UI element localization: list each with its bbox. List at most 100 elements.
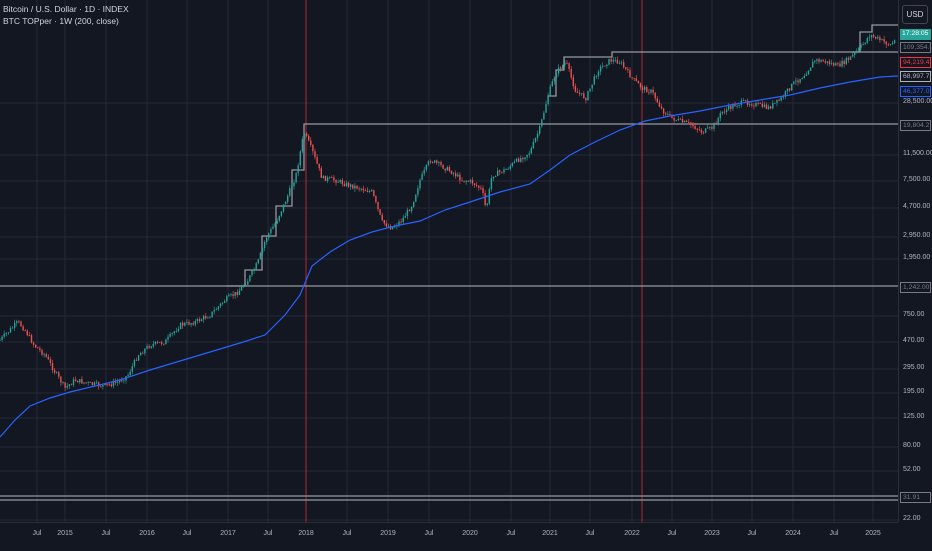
indicator-title[interactable]: BTC TOPper · 1W (200, close) — [3, 16, 119, 26]
candle-body — [509, 166, 511, 169]
candle-body — [513, 161, 516, 163]
candle-body — [713, 122, 715, 129]
price-tag: 109,354.00 — [900, 42, 931, 53]
candle-body — [620, 62, 623, 64]
candle-body — [585, 98, 587, 101]
candle-body — [93, 382, 96, 385]
candle-body — [499, 170, 501, 172]
candle-body — [83, 382, 85, 384]
candle-body — [667, 113, 669, 115]
candle-body — [805, 74, 808, 76]
candle-body — [574, 86, 577, 92]
candle-body — [824, 61, 826, 63]
candle-body — [841, 60, 843, 67]
candle-body — [854, 52, 856, 55]
candle-body — [68, 384, 70, 387]
candle-body — [425, 164, 427, 170]
candle-body — [515, 158, 518, 162]
candle-body — [690, 122, 692, 125]
candle-body — [410, 207, 413, 212]
candle-body — [431, 162, 434, 164]
candle-body — [72, 379, 75, 385]
candle-body — [639, 83, 642, 88]
candle-body — [215, 309, 217, 311]
candle-body — [387, 225, 390, 227]
candle-body — [459, 174, 461, 181]
candle-body — [606, 64, 608, 67]
candle-body — [247, 281, 249, 286]
price-tick-label: 4,700.00 — [903, 203, 931, 210]
candle-body — [694, 126, 696, 129]
candle-body — [759, 103, 761, 104]
candle-body — [182, 322, 184, 326]
time-tick-label: 2016 — [139, 530, 155, 537]
candle-body — [135, 359, 138, 361]
candle-body — [18, 321, 20, 323]
candle-body — [673, 117, 675, 121]
candle-body — [755, 102, 757, 107]
candle-body — [406, 209, 409, 217]
candle-body — [837, 63, 839, 65]
candle-body — [318, 163, 320, 169]
candle-body — [287, 195, 289, 203]
candle-body — [324, 175, 327, 182]
candle-body — [316, 157, 318, 164]
candle-body — [49, 359, 52, 364]
candle-body — [442, 164, 444, 169]
candle-body — [95, 382, 98, 384]
time-tick-label: 2021 — [542, 530, 558, 537]
candle-body — [429, 161, 432, 163]
candle-body — [744, 100, 747, 101]
candle-body — [77, 380, 79, 383]
candle-body — [761, 103, 763, 107]
candle-body — [102, 385, 104, 387]
candle-body — [224, 301, 226, 303]
candle-body — [140, 352, 142, 356]
candle-body — [331, 177, 333, 179]
candle-body — [709, 126, 711, 128]
candle-body — [528, 153, 530, 155]
candle-body — [742, 100, 745, 101]
candle-body — [362, 188, 364, 191]
candle-body — [461, 180, 463, 182]
price-chart[interactable] — [0, 0, 899, 522]
candle-body — [129, 371, 131, 376]
time-axis[interactable]: Jul 2015 Jul 2016 Jul 2017 Jul 2018 Jul 2019 Jul 20… — [0, 522, 898, 551]
time-tick-label: Jul — [32, 530, 42, 537]
candle-body — [240, 286, 243, 291]
candle-body — [486, 203, 488, 206]
candle-body — [0, 339, 1, 341]
candle-body — [545, 103, 547, 113]
candle-body — [219, 303, 222, 307]
candle-body — [249, 275, 251, 282]
candle-body — [24, 330, 26, 332]
ath-step-line — [226, 123, 898, 287]
candle-body — [452, 173, 455, 175]
candle-body — [833, 63, 835, 66]
candle-body — [826, 61, 829, 63]
candle-body — [238, 290, 241, 295]
candle-body — [400, 221, 402, 223]
candle-body — [728, 105, 730, 110]
candle-body — [226, 296, 228, 302]
candle-body — [816, 59, 818, 61]
candle-body — [511, 162, 514, 167]
candle-body — [646, 87, 648, 93]
price-tick-label: 195.00 — [903, 388, 925, 395]
candle-body — [268, 233, 270, 238]
candle-body — [782, 96, 784, 98]
time-tick-label: Jul — [506, 530, 516, 537]
candle-body — [562, 64, 564, 69]
candle-body — [715, 122, 717, 124]
currency-button[interactable]: USD — [902, 5, 928, 24]
candle-body — [803, 75, 805, 78]
chart-canvas[interactable] — [0, 0, 899, 522]
candle-body — [635, 78, 637, 82]
price-tick-label: 125.00 — [903, 413, 925, 420]
candle-body — [614, 59, 616, 61]
candle-body — [364, 190, 367, 192]
candle-body — [392, 227, 394, 230]
candle-body — [190, 323, 192, 325]
candle-body — [763, 104, 766, 107]
candle-body — [547, 95, 549, 104]
